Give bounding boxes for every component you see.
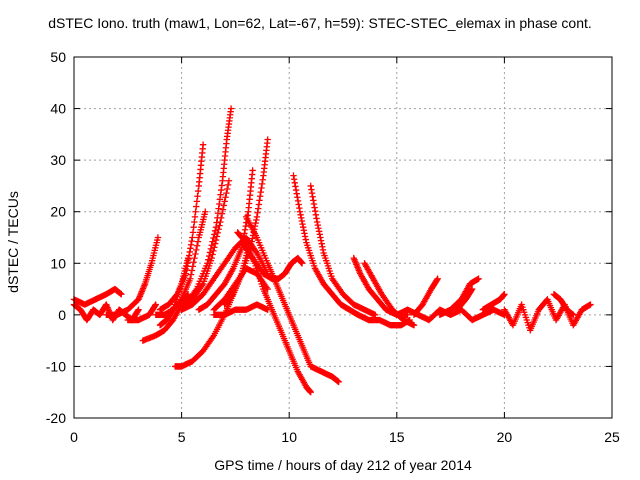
x-tick-label: 0 <box>70 429 78 445</box>
series-arc-10-13 <box>290 172 362 319</box>
point-marker <box>206 249 214 256</box>
y-tick-label: -10 <box>46 358 66 374</box>
point-marker <box>264 306 271 313</box>
point-marker <box>222 194 229 201</box>
y-tick-label: 0 <box>58 307 66 323</box>
point-marker <box>221 198 228 205</box>
point-marker <box>249 167 256 174</box>
y-tick-label: 50 <box>50 49 66 65</box>
point-marker <box>219 206 227 213</box>
y-tick-label: 10 <box>50 255 66 271</box>
x-tick-label: 5 <box>178 429 186 445</box>
point-marker <box>475 275 482 282</box>
point-marker <box>187 271 195 278</box>
point-marker <box>202 208 209 215</box>
series-arc-19-20 <box>479 291 508 313</box>
point-marker <box>209 238 216 245</box>
point-marker <box>189 263 196 270</box>
point-marker <box>468 285 476 293</box>
series-arc-16-17 <box>410 275 441 319</box>
series-arc-13-16 <box>361 260 418 329</box>
y-tick-label: -20 <box>46 410 66 426</box>
series-arc-5-9 <box>178 234 271 313</box>
point-marker <box>204 260 211 267</box>
series-arc-7-9-low <box>210 301 271 319</box>
point-marker <box>587 301 594 308</box>
point-marker <box>211 227 219 234</box>
x-axis-label: GPS time / hours of day 212 of year 2014 <box>214 457 472 473</box>
point-marker <box>220 202 227 209</box>
point-marker <box>184 254 192 262</box>
series-arc-3-4 <box>124 301 159 324</box>
series-arc-11-14 <box>307 182 379 319</box>
point-marker <box>224 181 232 189</box>
y-tick-label: 40 <box>50 101 66 117</box>
point-marker <box>434 275 441 282</box>
x-tick-label: 15 <box>389 429 405 445</box>
point-marker <box>410 321 418 329</box>
point-marker <box>205 252 213 260</box>
series-arc-5-7-high <box>182 105 235 308</box>
plot-frame <box>73 56 613 419</box>
y-axis-ticks: -20 -10 0 10 20 30 40 50 <box>46 49 612 426</box>
point-marker <box>184 291 192 298</box>
x-tick-label: 25 <box>604 429 620 445</box>
series-baseline-noise-c <box>501 296 594 334</box>
point-marker <box>223 189 230 197</box>
point-marker <box>193 242 201 249</box>
point-marker <box>211 231 218 238</box>
point-marker <box>307 389 314 396</box>
point-marker <box>187 275 194 282</box>
series-arc-22-23 <box>550 291 577 319</box>
point-marker <box>205 256 212 263</box>
point-marker <box>570 311 577 319</box>
point-marker <box>216 222 223 229</box>
series-arc-4-5-low <box>156 254 192 329</box>
point-marker <box>298 260 306 267</box>
point-marker <box>199 141 207 148</box>
point-marker <box>154 234 162 241</box>
series-arc-6-9-mid <box>210 265 271 313</box>
point-marker <box>190 259 197 266</box>
point-marker <box>118 291 125 298</box>
point-marker <box>210 234 217 242</box>
point-marker <box>193 246 200 254</box>
series-arc-8-12 <box>242 213 342 386</box>
point-marker <box>501 291 508 298</box>
point-marker <box>227 105 235 112</box>
point-marker <box>224 185 231 193</box>
point-marker <box>194 238 202 245</box>
point-marker <box>406 316 413 324</box>
y-tick-label: 30 <box>50 152 66 168</box>
series-arc-18-19 <box>453 285 476 313</box>
point-marker <box>188 267 196 274</box>
series-arc-0-2 <box>70 285 125 308</box>
point-marker <box>135 306 142 313</box>
point-marker <box>152 301 159 308</box>
point-marker <box>225 177 233 184</box>
x-tick-label: 10 <box>281 429 297 445</box>
x-axis-ticks: 0 5 10 15 20 25 <box>70 57 620 445</box>
series-arc-14-15-low <box>354 311 413 329</box>
series-arc-2-4 <box>103 234 162 319</box>
point-marker <box>208 242 215 249</box>
point-marker <box>264 136 271 143</box>
y-axis-label: dSTEC / TECUs <box>5 191 21 293</box>
data-points <box>70 105 594 396</box>
point-marker <box>335 378 342 386</box>
x-tick-label: 20 <box>497 429 513 445</box>
y-tick-label: 20 <box>50 204 66 220</box>
series-arc-8-11 <box>234 229 314 396</box>
grid <box>74 57 612 418</box>
chart-title: dSTEC Iono. truth (maw1, Lon=62, Lat=-67… <box>48 15 592 31</box>
point-marker <box>192 250 199 258</box>
point-marker <box>191 254 198 262</box>
point-marker <box>207 245 215 253</box>
series-arc-8-10-flat <box>238 239 306 282</box>
